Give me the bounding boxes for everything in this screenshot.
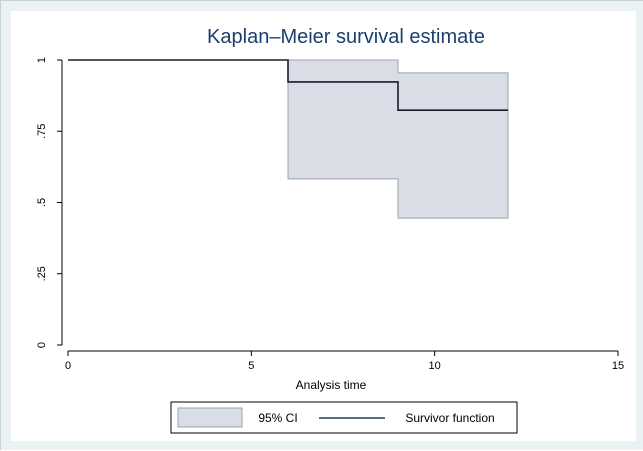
x-tick-label: 15 <box>612 360 624 372</box>
y-tick-label: 0 <box>36 342 48 348</box>
legend-swatch-ci <box>178 408 242 427</box>
y-tick-label: 1 <box>36 57 48 63</box>
legend-label-survivor: Survivor function <box>405 411 494 425</box>
chart-title: Kaplan–Meier survival estimate <box>207 26 485 48</box>
legend: 95% CI Survivor function <box>171 402 517 433</box>
y-tick-label: .5 <box>36 198 48 207</box>
x-tick-label: 10 <box>429 360 441 372</box>
y-tick-label: .75 <box>36 124 48 139</box>
x-axis-title: Analysis time <box>296 378 367 392</box>
y-tick-label: .25 <box>36 266 48 281</box>
x-tick-label: 0 <box>65 360 71 372</box>
x-tick-label: 5 <box>248 360 254 372</box>
legend-label-ci: 95% CI <box>258 411 297 425</box>
